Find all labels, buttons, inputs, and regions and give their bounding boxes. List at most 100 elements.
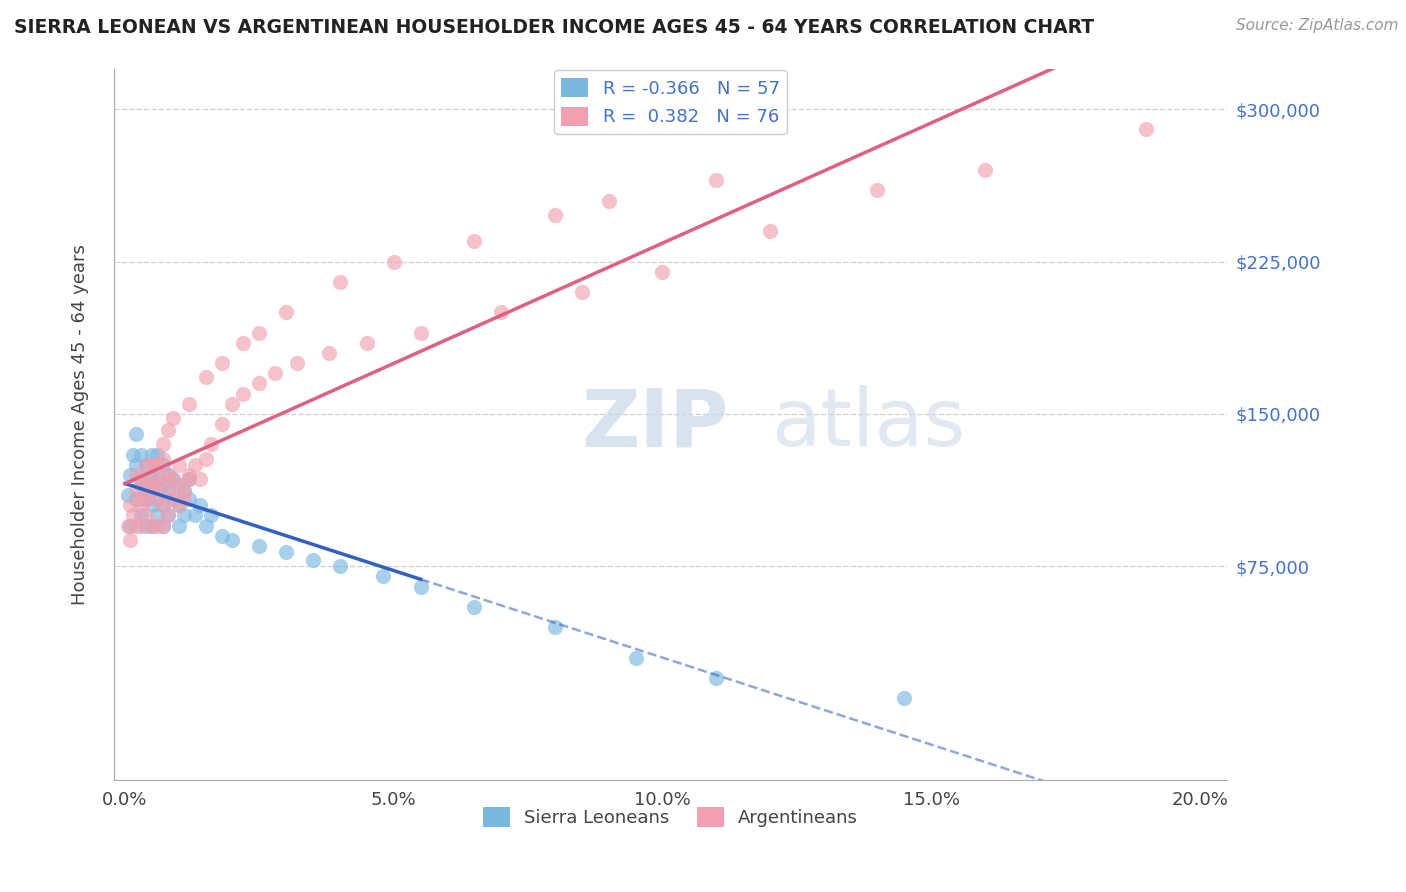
Point	[141, 484, 163, 499]
Point	[371, 569, 394, 583]
Point	[173, 484, 195, 499]
Point	[167, 518, 190, 533]
Point	[141, 478, 163, 492]
Point	[122, 508, 145, 523]
Point	[141, 518, 163, 533]
Point	[129, 448, 152, 462]
Point	[179, 492, 201, 507]
Point	[318, 346, 340, 360]
Point	[167, 478, 190, 492]
Point	[221, 533, 243, 547]
Point	[463, 234, 485, 248]
Point	[135, 508, 157, 523]
Point	[571, 285, 593, 299]
Point	[194, 451, 217, 466]
Point	[125, 467, 148, 482]
Point	[120, 533, 142, 547]
Point	[146, 508, 169, 523]
Point	[200, 437, 222, 451]
Point	[704, 173, 727, 187]
Point	[152, 518, 174, 533]
Point	[893, 691, 915, 706]
Point	[117, 488, 139, 502]
Point	[759, 224, 782, 238]
Point	[146, 448, 169, 462]
Point	[162, 472, 184, 486]
Point	[141, 484, 163, 499]
Point	[146, 458, 169, 472]
Point	[1135, 122, 1157, 136]
Point	[264, 366, 287, 380]
Point	[624, 650, 647, 665]
Text: SIERRA LEONEAN VS ARGENTINEAN HOUSEHOLDER INCOME AGES 45 - 64 YEARS CORRELATION : SIERRA LEONEAN VS ARGENTINEAN HOUSEHOLDE…	[14, 18, 1094, 37]
Point	[156, 484, 179, 499]
Point	[167, 499, 190, 513]
Point	[173, 492, 195, 507]
Point	[129, 492, 152, 507]
Point	[356, 335, 378, 350]
Point	[129, 472, 152, 486]
Point	[135, 478, 157, 492]
Point	[173, 484, 195, 499]
Point	[141, 472, 163, 486]
Point	[194, 370, 217, 384]
Point	[285, 356, 308, 370]
Point	[211, 356, 233, 370]
Point	[302, 553, 325, 567]
Point	[125, 484, 148, 499]
Point	[152, 451, 174, 466]
Point	[463, 599, 485, 614]
Point	[188, 472, 211, 486]
Point	[120, 467, 142, 482]
Point	[247, 539, 270, 553]
Point	[146, 472, 169, 486]
Point	[152, 518, 174, 533]
Point	[122, 448, 145, 462]
Point	[125, 518, 148, 533]
Point	[135, 458, 157, 472]
Point	[162, 411, 184, 425]
Point	[152, 472, 174, 486]
Point	[200, 508, 222, 523]
Point	[276, 545, 298, 559]
Point	[152, 499, 174, 513]
Text: Source: ZipAtlas.com: Source: ZipAtlas.com	[1236, 18, 1399, 33]
Point	[382, 254, 405, 268]
Legend: Sierra Leoneans, Argentineans: Sierra Leoneans, Argentineans	[475, 800, 866, 835]
Point	[232, 335, 254, 350]
Point	[152, 458, 174, 472]
Point	[156, 467, 179, 482]
Point	[141, 472, 163, 486]
Point	[184, 458, 207, 472]
Point	[141, 458, 163, 472]
Point	[146, 492, 169, 507]
Point	[156, 423, 179, 437]
Point	[194, 518, 217, 533]
Point	[152, 437, 174, 451]
Text: ZIP: ZIP	[582, 385, 728, 463]
Point	[152, 478, 174, 492]
Point	[129, 478, 152, 492]
Point	[329, 559, 352, 574]
Point	[129, 508, 152, 523]
Point	[598, 194, 620, 208]
Point	[135, 518, 157, 533]
Point	[329, 275, 352, 289]
Point	[651, 265, 673, 279]
Point	[491, 305, 513, 319]
Point	[141, 518, 163, 533]
Point	[276, 305, 298, 319]
Point	[162, 472, 184, 486]
Point	[211, 417, 233, 431]
Point	[173, 508, 195, 523]
Point	[544, 208, 567, 222]
Point	[179, 472, 201, 486]
Point	[167, 458, 190, 472]
Point	[141, 499, 163, 513]
Point	[146, 492, 169, 507]
Point	[179, 472, 201, 486]
Point	[409, 326, 432, 340]
Point	[544, 620, 567, 634]
Point	[162, 492, 184, 507]
Point	[156, 508, 179, 523]
